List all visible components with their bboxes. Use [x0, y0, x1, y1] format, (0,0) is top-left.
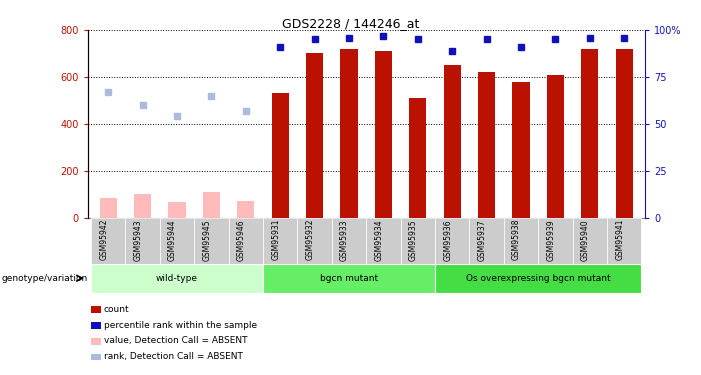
- Bar: [401, 217, 435, 264]
- Text: GSM95944: GSM95944: [168, 219, 177, 261]
- Bar: [470, 217, 504, 264]
- Text: count: count: [104, 305, 130, 314]
- Bar: [435, 264, 641, 292]
- Text: Os overexpressing bgcn mutant: Os overexpressing bgcn mutant: [466, 274, 611, 283]
- Bar: [229, 217, 263, 264]
- Bar: [478, 72, 496, 217]
- Bar: [444, 65, 461, 218]
- Text: GSM95933: GSM95933: [340, 219, 349, 261]
- Bar: [306, 54, 323, 217]
- Bar: [409, 98, 426, 218]
- Bar: [263, 217, 297, 264]
- Bar: [341, 49, 358, 217]
- Text: GSM95934: GSM95934: [374, 219, 383, 261]
- Bar: [91, 306, 101, 313]
- Bar: [100, 198, 117, 217]
- Text: GSM95945: GSM95945: [203, 219, 212, 261]
- Text: percentile rank within the sample: percentile rank within the sample: [104, 321, 257, 330]
- Bar: [375, 51, 392, 217]
- Text: GSM95932: GSM95932: [306, 219, 315, 260]
- Text: GSM95939: GSM95939: [547, 219, 555, 261]
- Bar: [573, 217, 607, 264]
- Bar: [512, 82, 530, 218]
- Bar: [367, 217, 401, 264]
- Bar: [194, 217, 229, 264]
- Bar: [297, 217, 332, 264]
- Bar: [538, 217, 573, 264]
- Text: GSM95936: GSM95936: [443, 219, 452, 261]
- Bar: [91, 322, 101, 329]
- Text: GSM95946: GSM95946: [237, 219, 246, 261]
- Text: GSM95931: GSM95931: [271, 219, 280, 260]
- Text: GSM95938: GSM95938: [512, 219, 521, 260]
- Bar: [547, 75, 564, 217]
- Bar: [203, 192, 220, 217]
- Bar: [134, 194, 151, 217]
- Bar: [91, 354, 101, 360]
- Bar: [168, 202, 186, 217]
- Bar: [504, 217, 538, 264]
- Bar: [435, 217, 470, 264]
- Text: GSM95935: GSM95935: [409, 219, 418, 261]
- Bar: [272, 93, 289, 218]
- Bar: [332, 217, 367, 264]
- Text: genotype/variation: genotype/variation: [1, 274, 88, 283]
- Bar: [581, 49, 599, 217]
- Bar: [237, 201, 254, 217]
- Text: GSM95943: GSM95943: [134, 219, 143, 261]
- Bar: [160, 217, 194, 264]
- Text: GSM95942: GSM95942: [100, 219, 108, 260]
- Text: GDS2228 / 144246_at: GDS2228 / 144246_at: [282, 17, 419, 30]
- Text: value, Detection Call = ABSENT: value, Detection Call = ABSENT: [104, 336, 247, 345]
- Text: bgcn mutant: bgcn mutant: [320, 274, 378, 283]
- Bar: [125, 217, 160, 264]
- Bar: [91, 264, 263, 292]
- Bar: [263, 264, 435, 292]
- Text: GSM95937: GSM95937: [477, 219, 486, 261]
- Bar: [607, 217, 641, 264]
- Text: wild-type: wild-type: [156, 274, 198, 283]
- Bar: [615, 49, 633, 217]
- Text: GSM95941: GSM95941: [615, 219, 625, 260]
- Text: rank, Detection Call = ABSENT: rank, Detection Call = ABSENT: [104, 352, 243, 361]
- Bar: [91, 217, 125, 264]
- Text: GSM95940: GSM95940: [581, 219, 590, 261]
- Bar: [91, 338, 101, 345]
